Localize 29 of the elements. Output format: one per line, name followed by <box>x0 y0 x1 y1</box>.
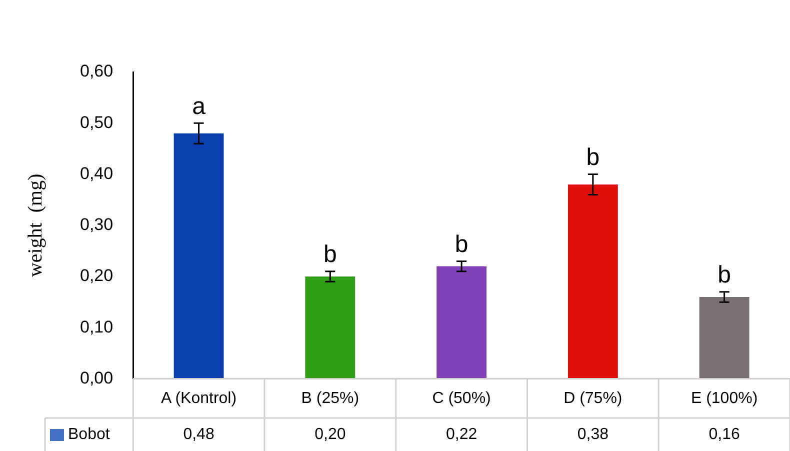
annotation: b <box>718 262 731 288</box>
annotation: b <box>323 241 337 268</box>
x-tick-label: E (100%) <box>690 390 758 407</box>
data-label: 0,48 <box>183 426 214 443</box>
x-tick-label: C (50%) <box>432 390 491 407</box>
y-tick-label: 0,30 <box>80 215 114 234</box>
x-tick-label: A (Kontrol) <box>160 390 237 407</box>
annotation: b <box>454 230 468 258</box>
annotation: b <box>586 144 600 171</box>
y-tick-label: 0,20 <box>80 266 114 286</box>
data-label: 0,16 <box>708 426 740 443</box>
y-tick-label: 0,10 <box>80 317 114 336</box>
annotation: a <box>192 92 206 120</box>
data-label: 0,20 <box>314 426 346 443</box>
bar <box>436 266 487 379</box>
data-label: 0,22 <box>446 426 478 443</box>
y-tick-label: 0,40 <box>80 164 114 183</box>
data-label: 0,38 <box>577 426 609 443</box>
y-tick-label: 0,50 <box>80 112 114 132</box>
text: Bobot <box>68 426 110 443</box>
x-tick-label: B (25%) <box>301 390 360 407</box>
bar <box>699 296 750 379</box>
y-tick-label: 0,60 <box>80 62 114 81</box>
y-axis-title: weight (mg) <box>24 174 46 278</box>
x-tick-label: D (75%) <box>564 390 622 407</box>
bar <box>568 184 618 379</box>
y-tick-label: 0,00 <box>80 368 114 388</box>
bar <box>174 133 224 379</box>
bar <box>305 276 356 379</box>
